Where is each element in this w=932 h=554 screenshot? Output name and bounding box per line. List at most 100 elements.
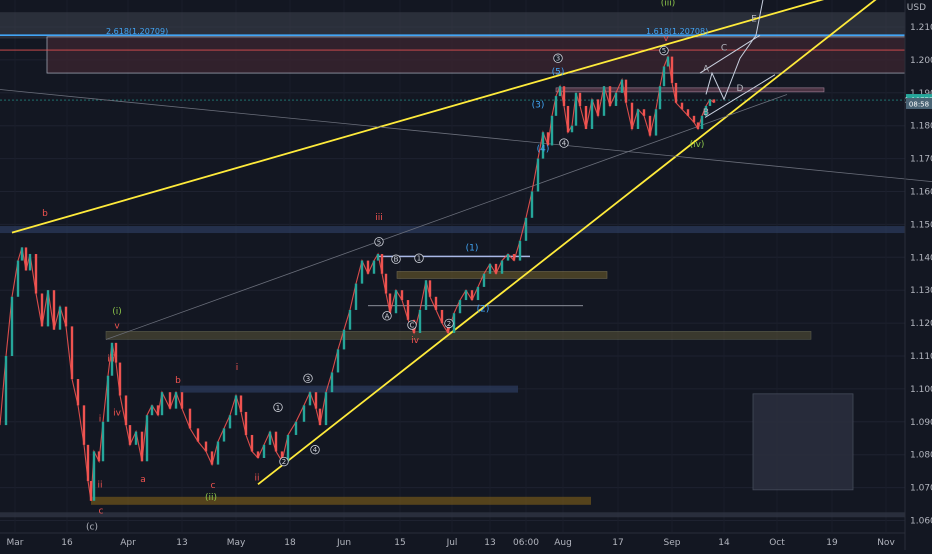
candle <box>82 405 86 445</box>
candle <box>24 247 28 271</box>
price-series <box>0 54 716 501</box>
grey-diagonal-2 <box>105 94 788 340</box>
candle <box>314 392 318 409</box>
band-119 <box>555 87 825 93</box>
candle <box>239 395 243 412</box>
wave-label: iii <box>107 355 115 365</box>
x-tick-label: 06:00 <box>513 538 539 548</box>
circled-wave-label: 1 <box>273 402 283 412</box>
candle <box>506 254 510 261</box>
candle <box>562 86 566 106</box>
candle <box>97 451 101 462</box>
candle <box>536 158 540 192</box>
projection-path <box>705 0 764 101</box>
circled-wave-label: 5 <box>659 45 669 56</box>
wave-circle <box>310 445 320 455</box>
candle <box>222 428 226 442</box>
wave-label: (1) <box>466 244 479 254</box>
wave-label: c <box>211 481 216 491</box>
level-1125 <box>368 305 583 307</box>
candle <box>294 421 298 435</box>
candle <box>114 342 118 363</box>
candle <box>76 379 80 406</box>
y-tick-label: 1.18000 <box>910 122 932 132</box>
candle <box>380 254 384 274</box>
circled-wave-label: 1 <box>414 253 424 263</box>
wave-circle-text: 4 <box>313 446 318 454</box>
y-tick-label: 1.11000 <box>910 352 932 362</box>
x-tick-label: Sep <box>664 538 681 548</box>
candle <box>210 451 214 465</box>
currency-label: USD <box>906 3 926 13</box>
wave-label: C <box>721 43 727 53</box>
band-110 <box>180 385 518 393</box>
candle <box>524 217 528 241</box>
wave-circle <box>659 45 669 56</box>
fib-label: 2.618(1.20709) <box>106 27 168 36</box>
candle <box>400 290 404 301</box>
candle <box>602 86 606 116</box>
candle <box>92 451 96 501</box>
wave-label: (4) <box>537 145 550 155</box>
x-tick-label: Jun <box>336 538 351 548</box>
price-badge-text: 08:58 <box>909 100 929 108</box>
x-tick-label: May <box>227 538 246 548</box>
wave-label: (c) <box>86 522 98 532</box>
candle <box>196 428 200 442</box>
wave-label: (iii) <box>661 0 676 9</box>
level-114 <box>378 255 530 258</box>
candle <box>434 296 438 310</box>
candle <box>372 260 376 274</box>
y-tick-label: 1.16000 <box>910 188 932 198</box>
wave-label: ii <box>97 481 102 491</box>
y-tick-label: 1.12000 <box>910 319 932 329</box>
candle <box>446 323 450 333</box>
wave-labels: 2.618(1.20709) 1.618(1.20708)b(i)viiiivii… <box>42 0 757 532</box>
wave-circle <box>374 237 384 247</box>
wave-circle-text: 5 <box>662 47 666 55</box>
candle <box>608 86 612 106</box>
wave-circle-text: 3 <box>556 55 560 63</box>
candle <box>406 300 410 320</box>
candle <box>666 56 670 67</box>
circled-wave-label: 4 <box>559 138 569 148</box>
candle <box>566 105 570 133</box>
wave-circle-text: A <box>385 312 390 320</box>
candle <box>348 309 352 330</box>
wave-circle <box>559 138 569 148</box>
fib-box <box>46 36 906 74</box>
wave-label: iv <box>113 409 122 419</box>
y-tick-label: 1.19000 <box>910 89 932 99</box>
candle <box>554 96 558 116</box>
wave-label: (5) <box>552 67 565 77</box>
candle <box>458 300 462 314</box>
band-106 <box>0 512 905 518</box>
candle <box>614 92 618 106</box>
wave-circle-text: C <box>410 322 415 330</box>
wave-circle <box>279 456 289 467</box>
wave-label: i <box>99 414 102 424</box>
candle <box>620 79 624 93</box>
candle <box>388 293 392 314</box>
circled-wave-label: 2 <box>444 318 454 329</box>
x-tick-label: Jul <box>446 538 458 548</box>
x-tick-label: 13 <box>176 538 187 548</box>
circled-wave-label: B <box>391 254 401 264</box>
candle <box>204 441 208 452</box>
candle <box>470 290 474 301</box>
candle <box>150 405 154 416</box>
candle <box>274 431 278 452</box>
projection-box <box>752 393 854 491</box>
wave-circle <box>444 318 454 329</box>
candle <box>674 82 678 103</box>
candle <box>101 421 105 462</box>
wave-circle <box>391 254 401 264</box>
candle <box>558 86 562 97</box>
candle <box>40 293 44 327</box>
candle <box>624 79 628 103</box>
candle <box>704 105 708 116</box>
candle <box>188 408 192 429</box>
candle <box>596 99 600 116</box>
